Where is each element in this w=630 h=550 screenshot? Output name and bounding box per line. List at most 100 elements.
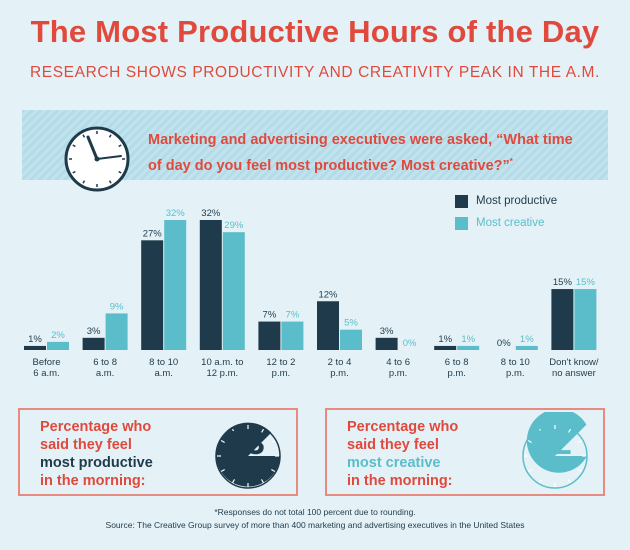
bar-productive — [82, 337, 105, 350]
gauge-tick — [260, 428, 265, 433]
data-label-creative: 2% — [51, 330, 65, 341]
data-label-productive: 3% — [380, 326, 394, 337]
productive-panel-line1: Percentage who — [40, 419, 152, 435]
gauge-tick — [271, 468, 276, 473]
gauge-tick — [527, 439, 532, 444]
gauge-tick — [567, 479, 572, 484]
data-label-creative: 1% — [520, 334, 534, 345]
category-label: 8 to 10 — [501, 357, 530, 368]
bar-creative — [47, 341, 69, 350]
gauge-value: 72 — [534, 424, 572, 462]
footnote-marker: * — [509, 157, 513, 166]
category-label: 6 a.m. — [33, 368, 59, 379]
data-label-creative: 1% — [461, 334, 475, 345]
data-label-productive: 3% — [87, 326, 101, 337]
clock-tick — [108, 180, 112, 184]
data-label-productive: 0% — [497, 338, 511, 349]
category-label: 10 a.m. to — [201, 357, 243, 368]
bar-creative — [281, 321, 304, 350]
clock-tick — [82, 134, 86, 138]
footnote-note: *Responses do not total 100 percent due … — [214, 507, 416, 517]
bar-creative — [164, 220, 187, 350]
gauge-tick — [260, 479, 265, 484]
creative-morning-panel: Percentage who said they feel most creat… — [325, 408, 605, 496]
legend-swatch-productive — [455, 194, 468, 208]
category-label: 12 p.m. — [206, 368, 238, 379]
creative-panel-line1: Percentage who — [347, 419, 459, 435]
gauge-wedge — [526, 412, 587, 473]
gauge-tick — [578, 439, 583, 444]
bar-creative — [105, 313, 128, 350]
category-label: Don't know/ — [549, 357, 599, 368]
productive-morning-panel: Percentage who said they feel most produ… — [18, 408, 298, 496]
gauge-tick — [567, 428, 572, 433]
data-label-creative: 32% — [166, 208, 186, 219]
legend-item-productive: Most productive — [455, 190, 557, 212]
gauge-tick — [271, 439, 276, 444]
category-label: p.m. — [389, 368, 407, 379]
productive-panel-text: Percentage who said they feel most produ… — [40, 418, 153, 490]
category-label: 4 to 6 — [386, 357, 410, 368]
data-label-productive: 1% — [438, 334, 452, 345]
creative-panel-line2: said they feel — [347, 437, 439, 453]
chart-legend: Most productive Most creative — [455, 190, 557, 234]
creative-clock-gauge: 72 — [522, 412, 588, 489]
category-label: a.m. — [154, 368, 172, 379]
legend-item-creative: Most creative — [455, 212, 557, 234]
bar-creative — [222, 232, 245, 350]
category-label: p.m. — [506, 368, 524, 379]
bar-creative — [457, 345, 480, 350]
data-label-productive: 1% — [28, 334, 42, 345]
bar-productive — [551, 289, 574, 350]
clock-icon — [64, 126, 130, 192]
bar-productive — [24, 345, 46, 350]
clock-tick — [82, 180, 86, 184]
survey-question-text: Marketing and advertising executives wer… — [148, 132, 573, 174]
gauge-tick — [231, 479, 236, 484]
data-label-productive: 27% — [143, 228, 163, 239]
gauge-value: 63 — [227, 424, 265, 462]
gauge-tick — [578, 468, 583, 473]
category-label: p.m. — [447, 368, 465, 379]
category-label: p.m. — [272, 368, 290, 379]
bar-creative — [340, 329, 362, 350]
creative-panel-line4: in the morning: — [347, 473, 453, 489]
productive-panel-line3: most productive — [40, 455, 153, 471]
gauge-tick — [220, 468, 225, 473]
bar-productive — [317, 301, 339, 350]
bar-productive — [199, 220, 222, 350]
category-label: no answer — [552, 368, 596, 379]
survey-question: Marketing and advertising executives wer… — [148, 130, 588, 177]
bar-productive — [434, 345, 457, 350]
category-label: Before — [33, 357, 61, 368]
gauge-tick — [231, 428, 236, 433]
clock-tick — [72, 170, 76, 174]
data-label-productive: 15% — [553, 277, 573, 288]
legend-swatch-creative — [455, 216, 468, 230]
bar-productive — [258, 321, 281, 350]
category-label: 12 to 2 — [266, 357, 295, 368]
bar-creative — [515, 345, 538, 350]
data-label-creative: 7% — [286, 310, 300, 321]
legend-label-productive: Most productive — [476, 195, 558, 207]
page-subtitle: RESEARCH SHOWS PRODUCTIVITY AND CREATIVI… — [30, 64, 600, 81]
clock-tick — [108, 134, 112, 138]
data-label-productive: 7% — [263, 310, 277, 321]
productive-panel-line4: in the morning: — [40, 473, 146, 489]
gauge-wedge — [216, 422, 280, 487]
clock-tick — [72, 144, 76, 148]
gauge-tick — [538, 479, 543, 484]
data-label-creative: 5% — [344, 318, 358, 329]
productive-panel-line2: said they feel — [40, 437, 132, 453]
gauge-tick — [538, 428, 543, 433]
category-label: p.m. — [330, 368, 348, 379]
page-title: The Most Productive Hours of the Day — [30, 14, 600, 49]
category-label: 6 to 8 — [93, 357, 117, 368]
bar-productive — [141, 240, 164, 350]
clock-tick — [118, 170, 122, 174]
bar-creative — [574, 289, 597, 350]
productive-clock-gauge: 63 — [215, 422, 281, 489]
clock-tick — [118, 144, 122, 148]
data-label-creative: 15% — [576, 277, 596, 288]
